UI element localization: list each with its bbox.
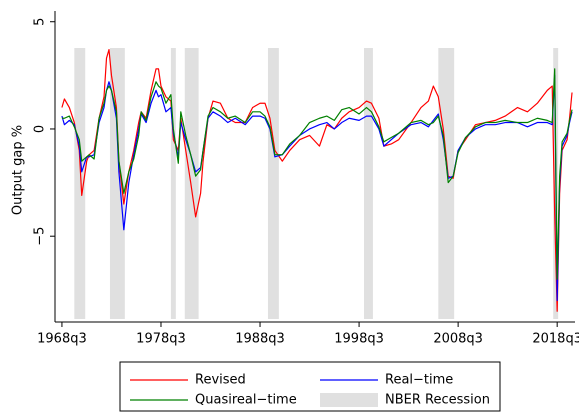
recession-band: [109, 48, 125, 319]
legend-label: Revised: [195, 373, 246, 388]
recession-band: [267, 48, 279, 319]
legend-label: Quasireal−time: [195, 393, 297, 408]
legend-box: [119, 361, 501, 412]
y-tick-label: −5: [33, 227, 48, 246]
x-tick-label: 1988q3: [235, 332, 285, 347]
y-tick-label: 5: [33, 18, 48, 26]
recession-band: [184, 48, 199, 319]
recession-band: [170, 48, 176, 319]
series-line: [61, 68, 573, 280]
legend-label: Real−time: [385, 373, 453, 388]
series-line: [61, 49, 573, 312]
legend-label: NBER Recession: [385, 393, 490, 408]
x-tick-label: 1978q3: [136, 332, 186, 347]
x-tick-label: 2008q3: [433, 332, 483, 347]
recession-band: [364, 48, 373, 319]
y-tick-label: 0: [33, 125, 48, 133]
legend-swatch: [320, 393, 378, 407]
x-tick-label: 2018q3: [532, 332, 579, 347]
x-tick-label: 1998q3: [334, 332, 384, 347]
y-axis-label: Output gap %: [11, 125, 26, 215]
recession-band: [438, 48, 455, 319]
series-line: [61, 74, 573, 302]
x-tick-label: 1968q3: [37, 332, 87, 347]
recession-band: [74, 48, 86, 319]
